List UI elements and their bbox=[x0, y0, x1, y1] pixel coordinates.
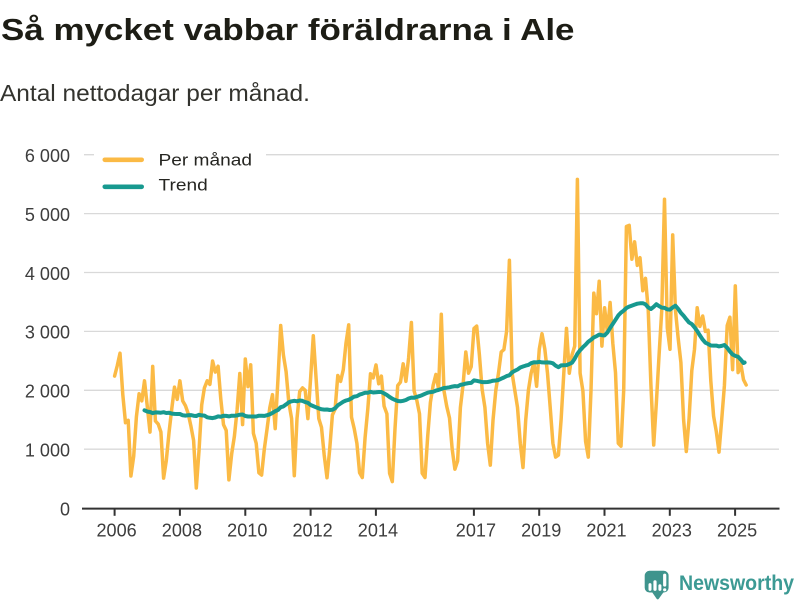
svg-text:4 000: 4 000 bbox=[25, 264, 70, 284]
svg-text:Newsworthy: Newsworthy bbox=[679, 572, 794, 595]
svg-text:2019: 2019 bbox=[521, 521, 561, 541]
svg-text:2010: 2010 bbox=[227, 521, 267, 541]
svg-text:2021: 2021 bbox=[586, 521, 626, 541]
svg-text:2025: 2025 bbox=[717, 521, 757, 541]
svg-text:1 000: 1 000 bbox=[25, 441, 70, 461]
svg-text:2008: 2008 bbox=[162, 521, 202, 541]
svg-text:Per månad: Per månad bbox=[159, 150, 253, 169]
svg-text:2014: 2014 bbox=[358, 521, 398, 541]
svg-text:0: 0 bbox=[60, 499, 70, 519]
svg-text:2017: 2017 bbox=[456, 521, 496, 541]
svg-text:2023: 2023 bbox=[652, 521, 692, 541]
svg-text:5 000: 5 000 bbox=[25, 205, 70, 225]
svg-text:2012: 2012 bbox=[293, 521, 333, 541]
svg-text:Trend: Trend bbox=[159, 175, 208, 194]
svg-text:2006: 2006 bbox=[97, 521, 137, 541]
svg-text:3 000: 3 000 bbox=[25, 323, 70, 343]
svg-text:2 000: 2 000 bbox=[25, 382, 70, 402]
svg-text:6 000: 6 000 bbox=[25, 146, 70, 166]
